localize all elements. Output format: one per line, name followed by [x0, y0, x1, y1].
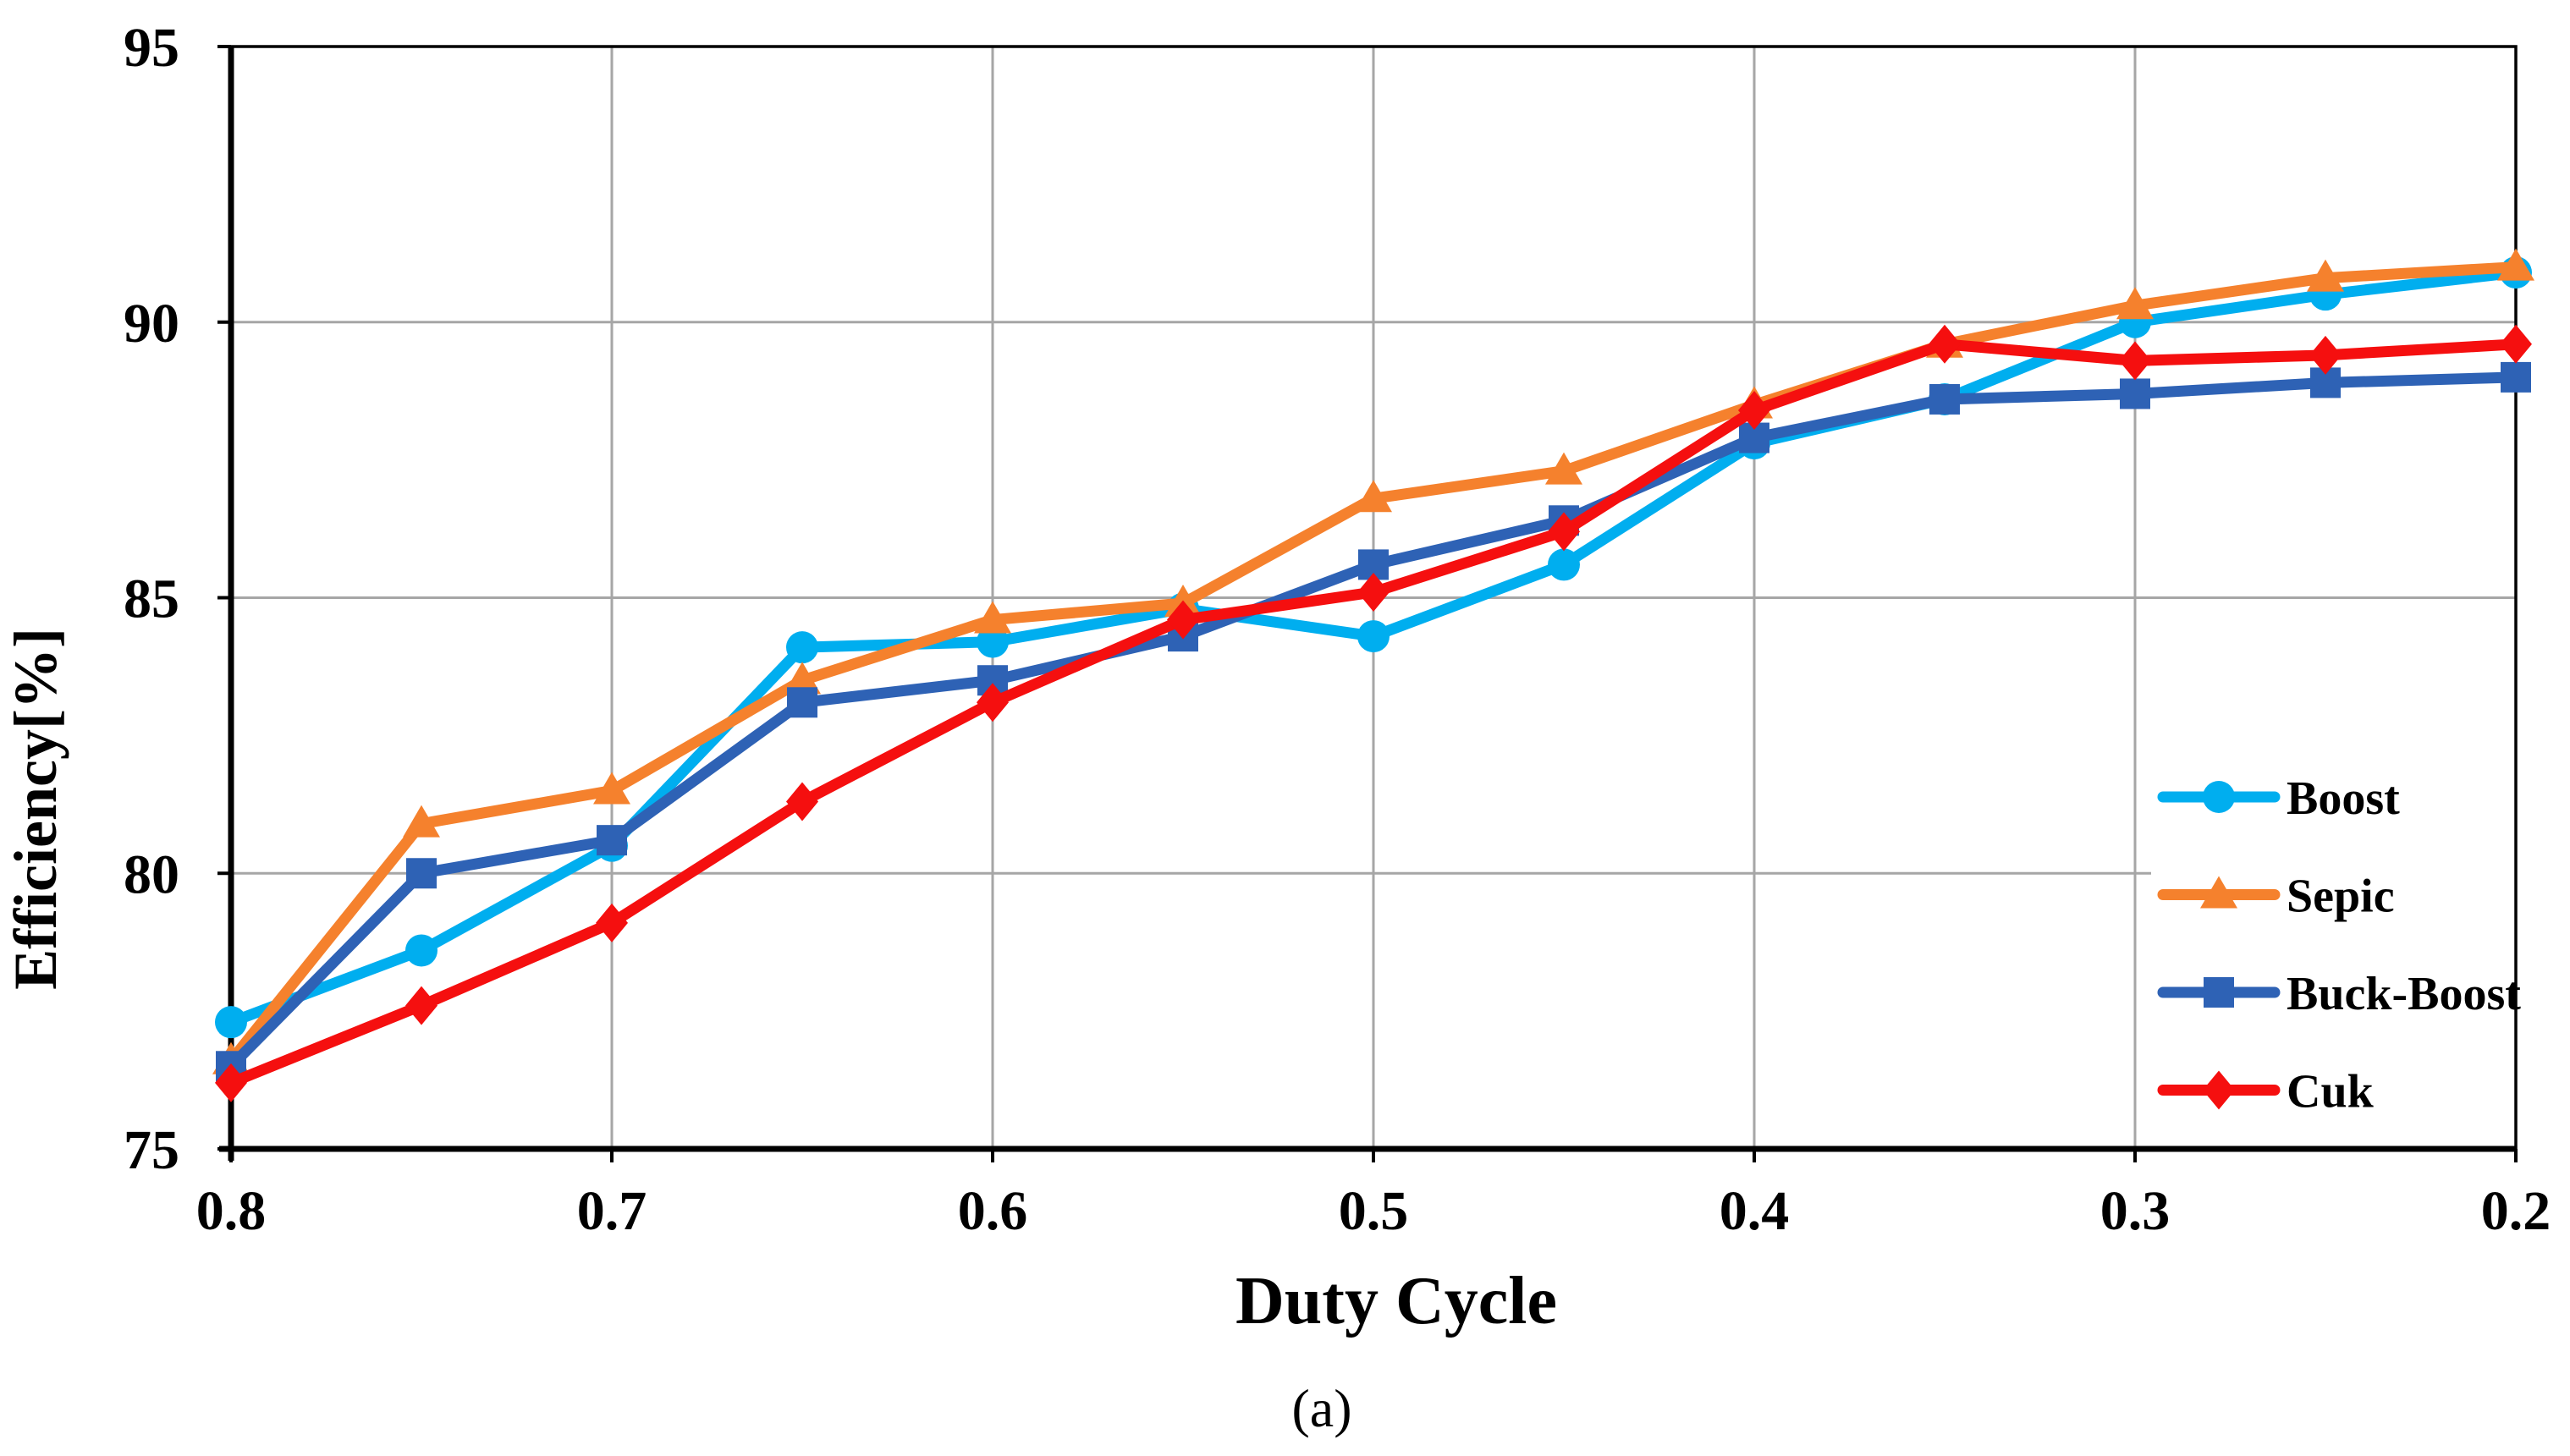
y-axis-title: Efficiency[%] — [2, 628, 69, 990]
legend-circle-icon — [2203, 781, 2235, 813]
legend: Boost Sepic Buck-Boost Cuk — [2157, 772, 2521, 1118]
y-tick-label: 85 — [124, 569, 179, 630]
y-tick-label: 95 — [124, 17, 179, 79]
square-marker — [597, 825, 627, 856]
diamond-marker — [1167, 600, 1199, 640]
tick-labels: 0.8 0.7 0.6 0.5 0.4 0.3 0.2 75 80 85 90 95 — [124, 17, 2551, 1242]
circle-marker — [1357, 620, 1390, 653]
legend-square-icon — [2204, 977, 2234, 1008]
y-tick-label: 90 — [124, 293, 179, 354]
triangle-marker — [403, 805, 440, 838]
figure-caption: (a) — [1291, 1378, 1351, 1438]
legend-diamond-icon — [2203, 1070, 2235, 1110]
square-marker — [1929, 383, 1960, 415]
x-tick-label: 0.5 — [1339, 1180, 1409, 1242]
legend-label-buck-boost: Buck-Boost — [2287, 968, 2521, 1020]
y-tick-label: 75 — [124, 1119, 179, 1181]
triangle-marker — [2497, 248, 2534, 281]
circle-marker — [786, 631, 818, 664]
triangle-marker — [593, 772, 630, 805]
diamond-marker — [215, 1063, 247, 1102]
diamond-marker — [1738, 390, 1770, 430]
square-marker — [2120, 378, 2150, 409]
circle-marker — [215, 1006, 247, 1039]
x-axis-title: Duty Cycle — [1235, 1264, 1557, 1338]
circle-marker — [405, 934, 438, 967]
x-tick-label: 0.4 — [1720, 1180, 1790, 1242]
square-marker — [406, 858, 437, 889]
triangle-marker — [1355, 480, 1392, 513]
triangle-marker — [784, 662, 821, 695]
triangle-marker — [2116, 287, 2154, 320]
diamond-marker — [977, 683, 1009, 723]
diamond-marker — [1929, 324, 1961, 364]
square-marker — [2501, 361, 2531, 393]
x-tick-label: 0.3 — [2100, 1180, 2171, 1242]
circle-marker — [1548, 548, 1580, 581]
legend-item-cuk: Cuk — [2157, 1066, 2375, 1118]
legend-label-cuk: Cuk — [2287, 1066, 2375, 1118]
x-tick-label: 0.7 — [577, 1180, 647, 1242]
diamond-marker — [2500, 324, 2532, 364]
diamond-marker — [2309, 335, 2342, 375]
diamond-marker — [405, 986, 438, 1025]
x-tick-label: 0.6 — [958, 1180, 1028, 1242]
triangle-marker — [974, 601, 1011, 634]
diamond-marker — [786, 782, 818, 821]
series-cuk — [215, 324, 2532, 1102]
x-tick-label: 0.2 — [2481, 1180, 2551, 1242]
legend-label-boost: Boost — [2287, 772, 2400, 825]
legend-item-sepic: Sepic — [2157, 871, 2395, 923]
legend-item-boost: Boost — [2157, 772, 2400, 825]
plot-border — [219, 45, 2518, 1161]
circle-marker — [977, 625, 1009, 658]
legend-item-buck-boost: Buck-Boost — [2157, 968, 2521, 1020]
square-marker — [787, 687, 817, 718]
triangle-marker — [2307, 259, 2344, 292]
y-tick-label: 80 — [124, 843, 179, 905]
diamond-marker — [2119, 341, 2151, 381]
diamond-marker — [596, 903, 628, 942]
legend-triangle-icon — [2200, 876, 2237, 909]
data-series — [212, 248, 2534, 1102]
diamond-marker — [1357, 572, 1390, 612]
legend-label-sepic: Sepic — [2287, 871, 2395, 923]
diamond-marker — [1548, 512, 1580, 552]
x-tick-label: 0.8 — [196, 1180, 267, 1242]
triangle-marker — [1545, 452, 1582, 485]
